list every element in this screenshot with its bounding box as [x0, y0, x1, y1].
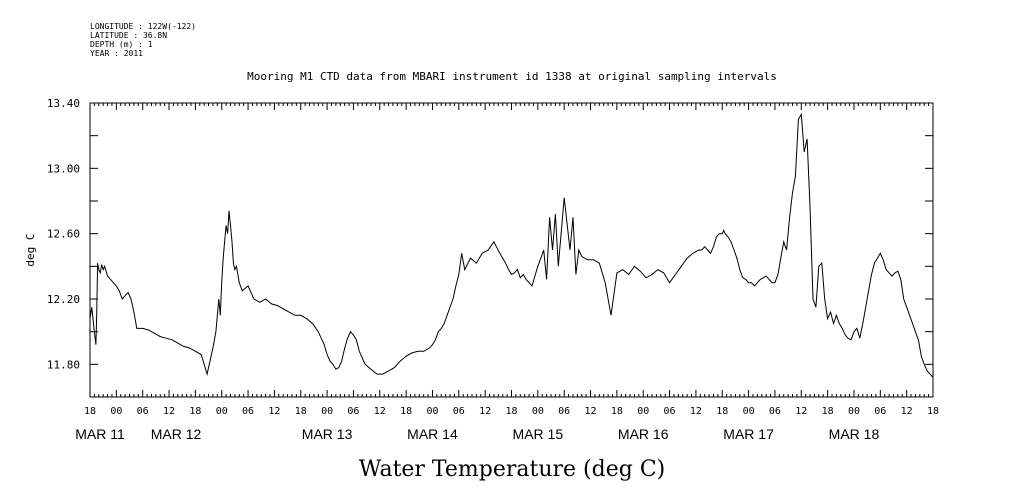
x-date-label: MAR 11	[75, 426, 125, 442]
x-hour-label: 18	[400, 406, 412, 417]
depth-label: DEPTH (m) : 1	[90, 40, 153, 49]
x-axis-label: Water Temperature (deg C)	[359, 457, 666, 482]
x-hour-label: 12	[163, 406, 175, 417]
x-hour-label: 06	[558, 406, 570, 417]
x-hour-label: 18	[822, 406, 834, 417]
x-hour-label: 12	[901, 406, 913, 417]
x-hour-label: 00	[426, 406, 438, 417]
x-hour-label: 00	[532, 406, 544, 417]
x-hour-label: 12	[585, 406, 597, 417]
y-tick-label: 12.60	[47, 228, 80, 241]
x-date-label: MAR 16	[618, 426, 669, 442]
x-hour-label: 18	[716, 406, 728, 417]
x-hour-label: 06	[664, 406, 676, 417]
x-hour-label: 00	[637, 406, 649, 417]
y-tick-label: 13.40	[47, 97, 80, 110]
x-hour-label: 12	[374, 406, 386, 417]
y-tick-label: 11.80	[47, 358, 80, 371]
x-hour-label: 12	[795, 406, 807, 417]
chart-title: Mooring M1 CTD data from MBARI instrumen…	[247, 70, 777, 83]
plot-frame	[89, 102, 934, 398]
x-hour-label: 06	[242, 406, 254, 417]
water-temperature-line	[89, 112, 934, 378]
x-hour-label: 00	[216, 406, 228, 417]
x-hour-label: 18	[295, 406, 307, 417]
y-axis: 11.80 12.20 12.60 13.00 13.40	[47, 97, 933, 398]
x-hour-label: 12	[690, 406, 702, 417]
x-hour-label: 18	[189, 406, 201, 417]
mooring-metadata: LONGITUDE : 122W(-122) LATITUDE : 36.8N …	[90, 22, 196, 58]
x-hour-label: 00	[743, 406, 755, 417]
x-hour-label: 18	[84, 406, 96, 417]
year-label: YEAR : 2011	[90, 49, 143, 58]
x-date-label: MAR 14	[407, 426, 458, 442]
x-hour-label: 00	[848, 406, 860, 417]
x-axis: 18 00 06 12 18 00 06 12 18 00 06 12 18 00 06 12 18 00 06 12…	[75, 103, 939, 442]
x-date-label: MAR 18	[829, 426, 880, 442]
x-hour-label: 06	[347, 406, 359, 417]
x-hour-label: 06	[874, 406, 886, 417]
x-hour-label: 12	[479, 406, 491, 417]
x-hour-label: 18	[611, 406, 623, 417]
longitude-label: LONGITUDE : 122W(-122)	[90, 22, 196, 31]
x-hour-label: 00	[110, 406, 122, 417]
x-hour-label: 18	[927, 406, 939, 417]
x-hour-label: 12	[268, 406, 280, 417]
x-date-label: MAR 15	[513, 426, 564, 442]
x-hour-label: 18	[505, 406, 517, 417]
x-date-label: MAR 17	[723, 426, 774, 442]
x-hour-label: 06	[453, 406, 465, 417]
y-tick-label: 12.20	[47, 293, 80, 306]
y-tick-label: 13.00	[47, 162, 80, 175]
x-date-label: MAR 12	[151, 426, 202, 442]
x-date-label: MAR 13	[302, 426, 353, 442]
x-hour-label: 06	[137, 406, 149, 417]
x-hour-label: 06	[769, 406, 781, 417]
latitude-label: LATITUDE : 36.8N	[90, 31, 168, 40]
y-axis-label: deg C	[24, 233, 37, 266]
x-hour-label: 00	[321, 406, 333, 417]
